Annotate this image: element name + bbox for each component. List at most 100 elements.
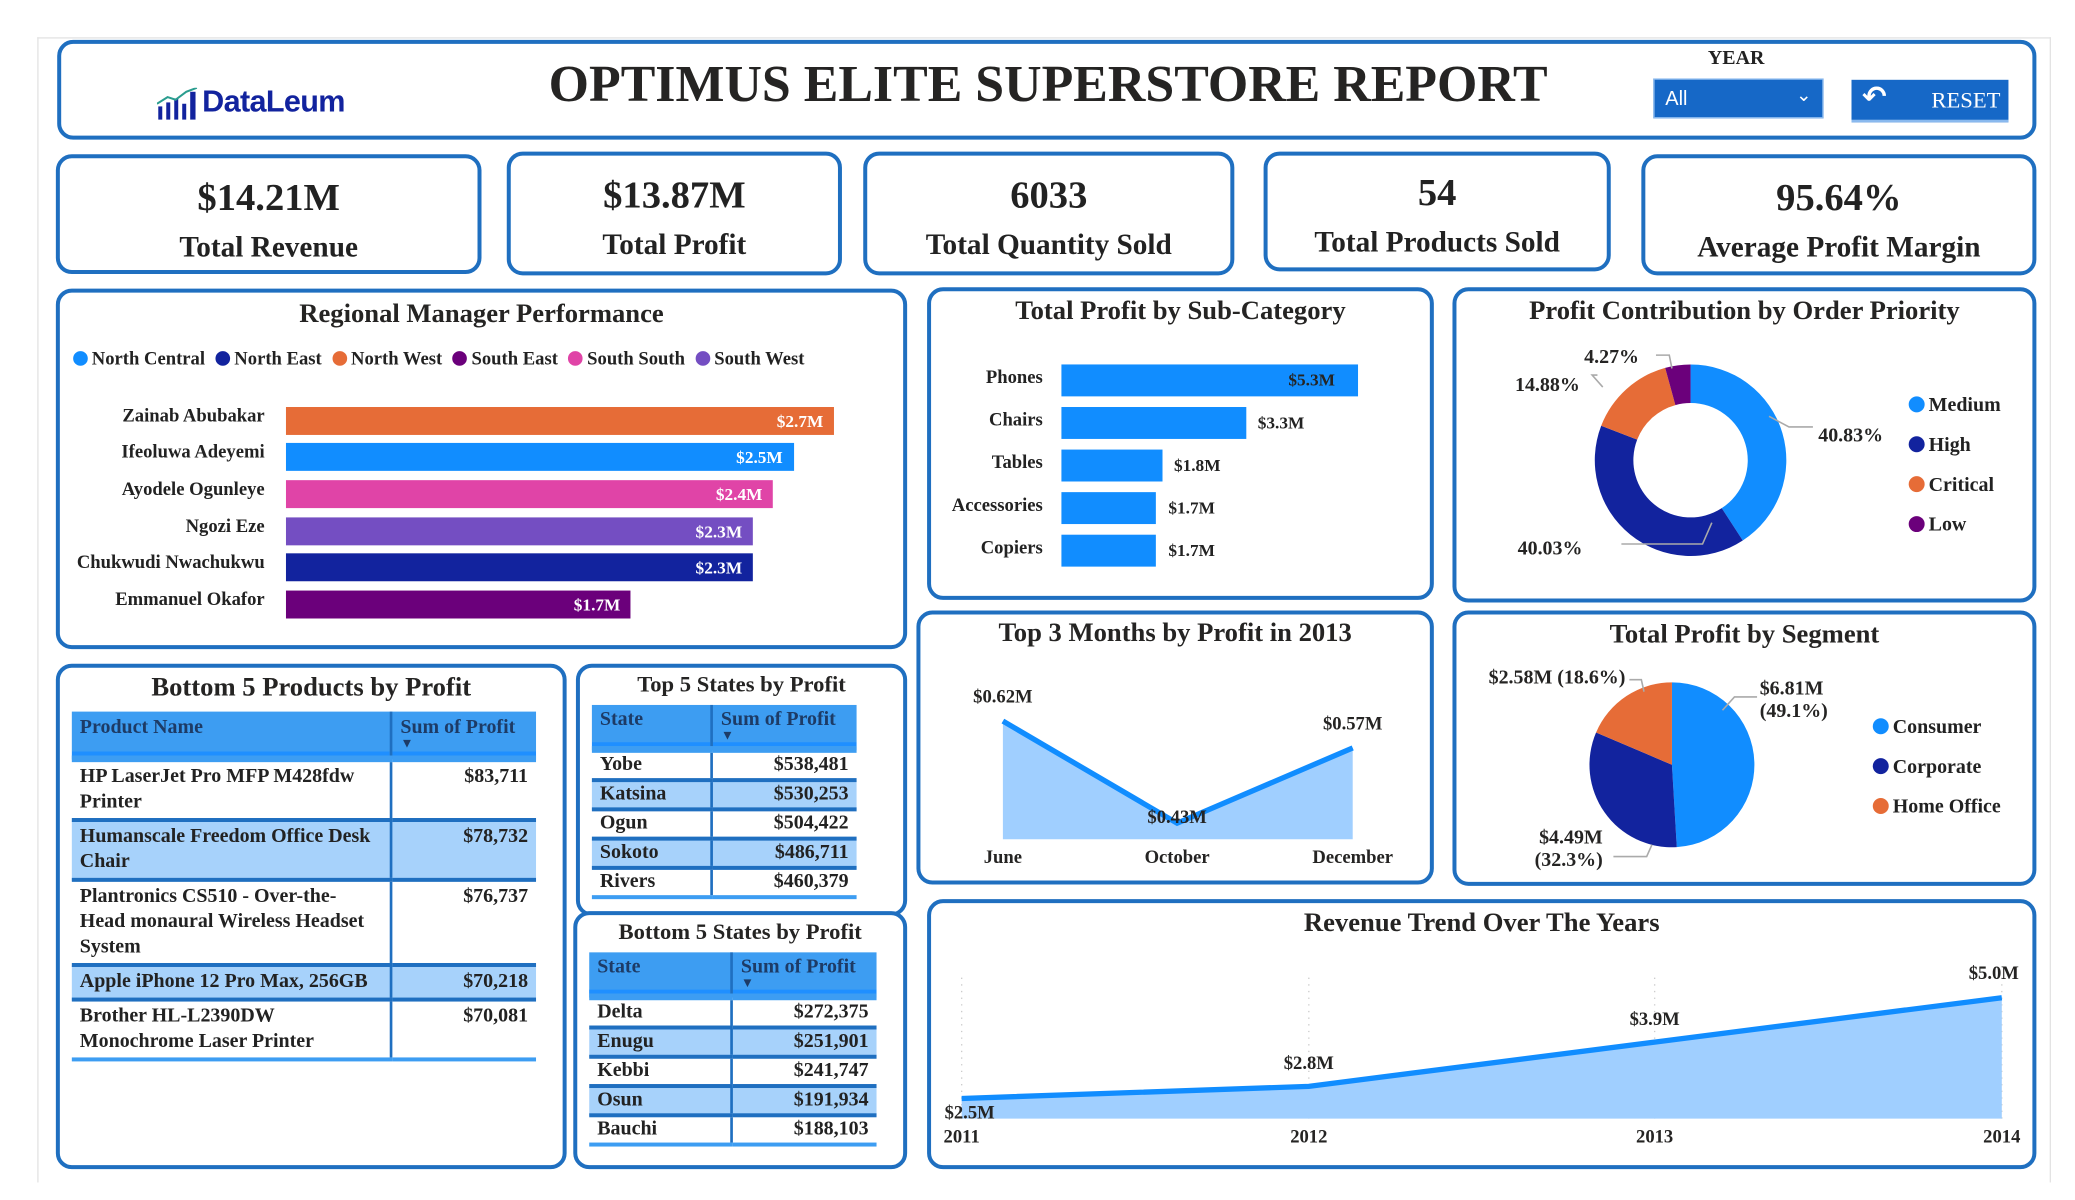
- reset-button[interactable]: ↶ RESET: [1851, 79, 2009, 123]
- legend-item[interactable]: North East: [215, 350, 322, 371]
- name-cell: Brother HL-L2390DW Monochrome Laser Prin…: [71, 999, 392, 1062]
- table-row[interactable]: Katsina $530,253: [591, 780, 857, 812]
- header-panel: DataLeum OPTIMUS ELITE SUPERSTORE REPORT…: [57, 39, 2037, 140]
- name-cell: HP LaserJet Pro MFP M428fdw Printer: [71, 758, 392, 823]
- table-row[interactable]: Plantronics CS510 - Over-the-Head monaur…: [71, 879, 537, 967]
- column-header[interactable]: Sum of Profit ▼: [730, 952, 877, 1001]
- regional-manager-panel: Regional Manager Performance North Centr…: [55, 288, 908, 650]
- table-row[interactable]: HP LaserJet Pro MFP M428fdw Printer $83,7…: [71, 758, 537, 823]
- slice-low[interactable]: [1665, 364, 1691, 406]
- column-header[interactable]: Sum of Profit ▼: [710, 704, 857, 753]
- data-label: $2.5M: [945, 1102, 996, 1123]
- table-row[interactable]: Enugu $251,901: [589, 1027, 877, 1059]
- kpi-total-quantity: 6033 Total Quantity Sold: [863, 151, 1235, 276]
- legend-item[interactable]: North West: [332, 350, 442, 371]
- series-line[interactable]: [1001, 718, 1354, 827]
- slice-critical[interactable]: [1601, 367, 1676, 440]
- column-header[interactable]: State: [589, 952, 732, 1001]
- bar[interactable]: $1.7M: [285, 590, 632, 619]
- data-label: $5.3M: [1288, 369, 1335, 390]
- table-row[interactable]: Apple iPhone 12 Pro Max, 256GB $70,218: [71, 964, 537, 1002]
- area-fill: [1002, 721, 1353, 840]
- slice-medium[interactable]: [1690, 364, 1787, 541]
- data-label: 40.83%: [1818, 425, 1883, 447]
- x-tick-label: December: [1312, 847, 1393, 868]
- table-row[interactable]: Yobe $538,481: [591, 749, 857, 783]
- logo: DataLeum: [156, 84, 345, 120]
- table-row[interactable]: Brother HL-L2390DW Monochrome Laser Prin…: [71, 999, 537, 1062]
- legend-item[interactable]: South South: [568, 350, 685, 371]
- legend-item[interactable]: High: [1908, 435, 1971, 458]
- legend-item[interactable]: North Central: [73, 350, 205, 371]
- bar[interactable]: $2.4M: [285, 480, 774, 509]
- profit-cell: $78,732: [389, 820, 537, 882]
- name-cell: Sokoto: [591, 838, 712, 870]
- table-header-row: State Sum of Profit ▼: [589, 952, 877, 1001]
- bar[interactable]: [1061, 534, 1157, 567]
- data-label: $5.0M: [1969, 963, 2020, 984]
- kpi-total-profit: $13.87M Total Profit: [506, 151, 842, 276]
- year-dropdown[interactable]: All ⌄: [1653, 78, 1824, 119]
- column-header-label: Sum of Profit: [400, 716, 516, 739]
- bar[interactable]: [1061, 407, 1246, 439]
- legend-item[interactable]: Critical: [1908, 475, 1994, 498]
- series-line[interactable]: [961, 995, 2003, 1102]
- category-label: Copiers: [980, 538, 1043, 559]
- chart-title: Total Profit by Segment: [1609, 619, 1880, 650]
- table-row[interactable]: Humanscale Freedom Office Desk Chair $78,…: [71, 820, 537, 882]
- kpi-label: Total Profit: [602, 227, 747, 261]
- bar[interactable]: $2.5M: [285, 442, 794, 471]
- leader-line: [1590, 374, 1604, 388]
- bar[interactable]: $2.3M: [285, 517, 753, 546]
- top-months-panel: Top 3 Months by Profit in 2013 $0.62M Jun…: [916, 610, 1434, 885]
- bar[interactable]: [1061, 449, 1162, 482]
- bar[interactable]: [1061, 492, 1157, 525]
- column-header[interactable]: Sum of Profit ▼: [389, 711, 537, 763]
- table-row[interactable]: Ogun $504,422: [591, 809, 857, 841]
- legend-dot-icon: [695, 351, 711, 366]
- bar-chart-logo-icon: [156, 87, 198, 120]
- slice-corporate[interactable]: [1589, 732, 1677, 848]
- legend-item[interactable]: Corporate: [1872, 757, 1981, 780]
- name-cell: Delta: [589, 996, 732, 1030]
- top-states-panel: Top 5 States by Profit State Sum of Profi…: [575, 663, 908, 917]
- profit-cell: $538,481: [710, 749, 857, 783]
- legend-label: North Central: [91, 349, 206, 370]
- data-table: State Sum of Profit ▼ Delta $272,375 Enugu $25…: [589, 952, 877, 1147]
- slice-consumer[interactable]: [1671, 682, 1755, 848]
- bar[interactable]: $2.7M: [285, 407, 834, 435]
- data-label: $2.8M: [1284, 1053, 1335, 1074]
- table-row[interactable]: Bauchi $188,103: [589, 1115, 877, 1147]
- name-cell: Plantronics CS510 - Over-the-Head monaur…: [71, 879, 392, 967]
- bar[interactable]: [1061, 364, 1358, 397]
- data-label: $2.58M (18.6%): [1489, 667, 1626, 689]
- legend-item[interactable]: Low: [1908, 515, 1966, 538]
- data-label: $3.9M: [1630, 1009, 1681, 1030]
- legend-item[interactable]: Medium: [1908, 395, 2001, 418]
- column-header[interactable]: Product Name: [71, 711, 392, 763]
- table-header-row: Product Name Sum of Profit ▼: [71, 711, 537, 763]
- table-row[interactable]: Kebbi $241,747: [589, 1056, 877, 1089]
- profit-cell: $241,747: [730, 1056, 877, 1089]
- table-title: Bottom 5 Products by Profit: [151, 673, 472, 703]
- table-row[interactable]: Delta $272,375: [589, 996, 877, 1030]
- slice-home-office[interactable]: [1596, 682, 1672, 765]
- table-row[interactable]: Sokoto $486,711: [591, 838, 857, 870]
- table-row[interactable]: Osun $191,934: [589, 1086, 877, 1118]
- table-row[interactable]: Rivers $460,379: [591, 867, 857, 900]
- bar[interactable]: $2.3M: [285, 553, 753, 582]
- kpi-value: 54: [1417, 171, 1457, 215]
- profit-cell: $191,934: [730, 1086, 877, 1118]
- slice-high[interactable]: [1594, 425, 1743, 556]
- chart-title: Top 3 Months by Profit in 2013: [998, 618, 1352, 648]
- legend-item[interactable]: South East: [452, 350, 558, 371]
- column-header[interactable]: State: [591, 704, 712, 753]
- category-label: Chukwudi Nwachukwu: [76, 553, 265, 574]
- area-chart: $0.62M June $0.43M October $0.57M December: [973, 686, 1393, 868]
- table-header-row: State Sum of Profit ▼: [591, 704, 857, 753]
- x-tick-label: 2011: [944, 1127, 980, 1148]
- legend-item[interactable]: Home Office: [1872, 797, 2001, 820]
- legend-item[interactable]: South West: [695, 350, 804, 371]
- legend-item[interactable]: Consumer: [1872, 717, 1981, 740]
